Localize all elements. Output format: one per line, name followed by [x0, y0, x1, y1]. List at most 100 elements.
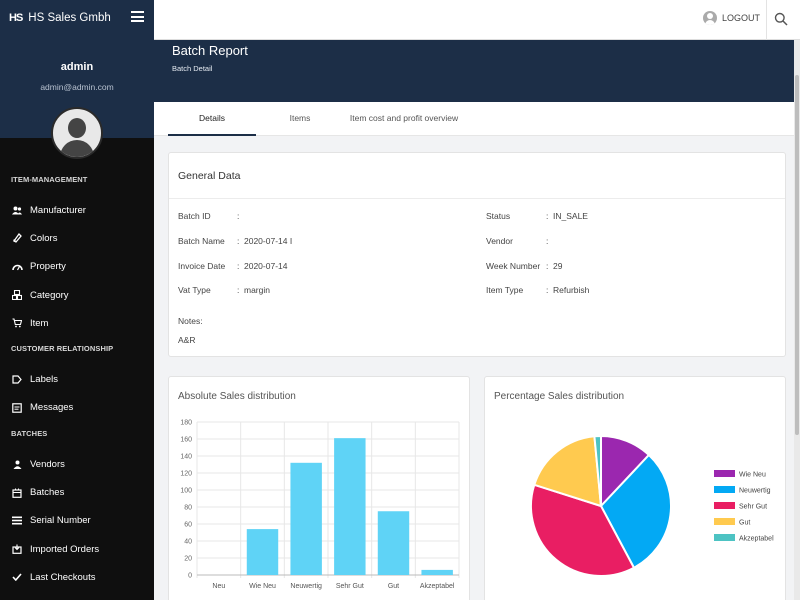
y-tick-label: 100 — [180, 488, 192, 495]
bar — [246, 529, 279, 575]
avatar[interactable] — [51, 107, 103, 159]
sidebar-item-label: Category — [30, 289, 69, 301]
x-tick-label: Wie Neu — [249, 583, 276, 590]
user-name: admin — [60, 61, 94, 73]
pie-chart-title: Percentage Sales distribution — [494, 391, 625, 402]
legend-swatch — [714, 534, 735, 541]
bar-chart: 0 20 40 60 80 100 120 140 160 180 Neu Wie Neu Neuwer… — [180, 420, 460, 590]
logout-label: LOGOUT — [721, 13, 760, 23]
cubes-icon — [11, 290, 23, 301]
y-tick-label: 0 — [188, 573, 192, 580]
section-batches: BATCHES — [11, 429, 48, 439]
batch-id-label: Batch ID — [178, 211, 211, 221]
general-data-title: General Data — [169, 153, 785, 199]
notes-label: Notes: — [178, 316, 203, 326]
check-icon — [11, 572, 23, 582]
sidebar-item-batches[interactable]: Batches — [0, 478, 154, 506]
tab-details[interactable]: Details — [168, 102, 256, 136]
sidebar-item-label: Serial Number — [30, 515, 91, 527]
sidebar-item-messages[interactable]: Messages — [0, 394, 154, 422]
week-number-label: Week Number — [486, 261, 541, 271]
bar — [421, 569, 453, 575]
batch-name-value: 2020-07-14 I — [244, 236, 293, 246]
bar-chart-title: Absolute Sales distribution — [178, 391, 296, 402]
brand[interactable]: HS HS Sales Gmbh — [0, 0, 154, 36]
vendor-label: Vendor — [486, 236, 513, 246]
page-title: Batch Report — [172, 43, 248, 58]
legend-swatch — [714, 518, 735, 525]
y-tick-label: 40 — [184, 539, 192, 546]
y-tick-label: 80 — [184, 505, 192, 512]
status-value: IN_SALE — [553, 211, 588, 221]
tab-bar: Details Items Item cost and profit overv… — [154, 102, 794, 136]
vat-type-label: Vat Type — [178, 285, 211, 295]
colon: : — [546, 236, 549, 246]
pie-slice — [599, 453, 672, 570]
legend-swatch — [714, 486, 735, 493]
tab-items[interactable]: Items — [289, 113, 311, 123]
divider — [766, 0, 767, 40]
section-item-management: ITEM-MANAGEMENT — [11, 175, 88, 184]
invoice-date-value: 2020-07-14 — [244, 261, 288, 271]
colon: : — [546, 211, 549, 221]
page-subtitle: Batch Detail — [172, 64, 213, 73]
sidebar-item-manufacturer[interactable]: Manufacturer — [0, 196, 154, 224]
colon: : — [237, 261, 240, 271]
percentage-sales-card: Percentage Sales distribution Wie Neu Neu… — [484, 376, 786, 600]
sidebar-item-category[interactable]: Category — [0, 281, 154, 309]
user-icon — [11, 459, 23, 469]
invoice-date-label: Invoice Date — [178, 261, 226, 271]
sidebar-item-serial-number[interactable]: Serial Number — [0, 507, 154, 535]
colon: : — [237, 211, 240, 221]
y-tick-label: 60 — [184, 522, 192, 529]
tab-item-cost-profit[interactable]: Item cost and profit overview — [349, 113, 459, 123]
gauge-icon — [11, 262, 23, 272]
pie-slice — [530, 483, 636, 577]
bar — [377, 511, 410, 575]
page-scrollbar[interactable] — [794, 40, 800, 600]
legend-label: Neuwertig — [739, 488, 771, 495]
sidebar-item-item[interactable]: Item — [0, 309, 154, 337]
sidebar-menu: ITEM-MANAGEMENT Manufacturer Colors Prop… — [0, 168, 154, 592]
batch-name-label: Batch Name — [178, 236, 225, 246]
sidebar-item-label: Colors — [30, 232, 58, 244]
pie-slice — [593, 434, 602, 507]
sidebar-item-colors[interactable]: Colors — [0, 224, 154, 252]
sidebar-item-label: Item — [30, 317, 49, 329]
sidebar-item-property[interactable]: Property — [0, 253, 154, 281]
sidebar-item-last-checkouts[interactable]: Last Checkouts — [0, 563, 154, 591]
legend-label: Akzeptabel — [739, 536, 774, 543]
sidebar-item-vendors[interactable]: Vendors — [0, 450, 154, 478]
scrollbar-thumb[interactable] — [795, 75, 799, 435]
sidebar-item-label: Vendors — [30, 458, 65, 470]
colon: : — [237, 285, 240, 295]
item-type-label: Item Type — [486, 285, 524, 295]
tag-icon — [11, 375, 23, 385]
sidebar-item-imported-orders[interactable]: Imported Orders — [0, 535, 154, 563]
sidebar-item-label: Property — [30, 261, 66, 273]
legend-label: Sehr Gut — [739, 504, 767, 511]
pie-chart: Wie Neu Neuwertig Sehr Gut Gut Akzeptabel — [530, 434, 774, 577]
menu-toggle-icon[interactable] — [131, 11, 144, 22]
pie-slice — [533, 435, 603, 508]
import-icon — [11, 544, 23, 555]
colon: : — [546, 261, 549, 271]
logout-button[interactable]: LOGOUT — [702, 9, 760, 27]
x-tick-label: Sehr Gut — [336, 583, 364, 590]
colon: : — [546, 285, 549, 295]
search-icon[interactable] — [774, 12, 788, 26]
y-tick-label: 180 — [180, 420, 192, 427]
colon: : — [237, 236, 240, 246]
user-circle-icon — [702, 11, 717, 25]
sidebar-item-labels[interactable]: Labels — [0, 365, 154, 393]
cart-icon — [11, 318, 23, 328]
sidebar-item-label: Labels — [30, 374, 58, 386]
legend-swatch — [714, 470, 735, 477]
x-tick-label: Neu — [212, 583, 225, 590]
absolute-sales-card: Absolute Sales distribution 0 20 40 60 80 100… — [168, 376, 470, 600]
legend-label: Gut — [739, 520, 750, 527]
y-tick-label: 140 — [180, 454, 192, 461]
item-type-value: Refurbish — [553, 285, 590, 295]
y-tick-label: 160 — [180, 437, 192, 444]
x-tick-label: Akzeptabel — [420, 583, 455, 590]
